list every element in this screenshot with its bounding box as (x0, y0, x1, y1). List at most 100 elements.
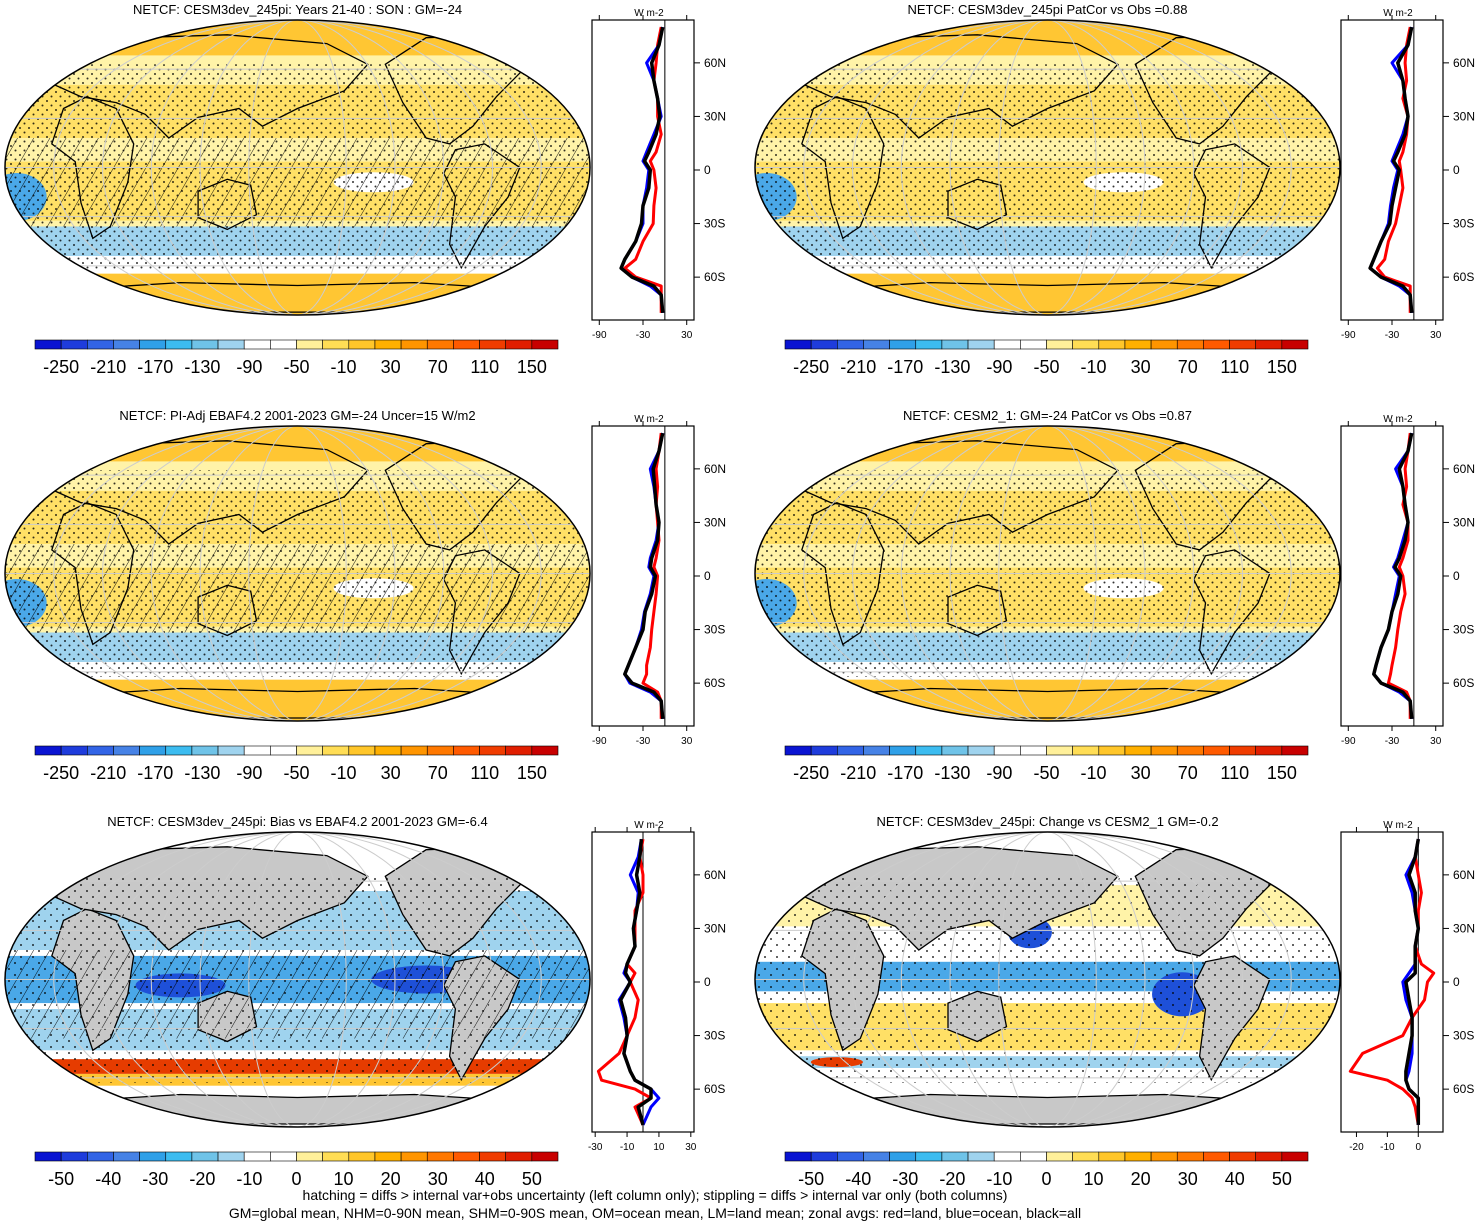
colorbar-tick-label: -210 (90, 763, 126, 783)
colorbar-tick-label: -30 (892, 1169, 918, 1189)
colorbar-swatch (941, 1151, 969, 1162)
colorbar-swatch (348, 339, 376, 350)
profile-y-tick-label: 30N (704, 921, 726, 935)
footnote-hatching: hatching = diffs > internal var+obs unce… (302, 1187, 1008, 1203)
colorbar-swatch (400, 745, 428, 756)
map-field (755, 426, 1340, 721)
colorbar-swatch (1124, 339, 1152, 350)
colorbar-swatch (374, 745, 402, 756)
continent-greenland (1257, 434, 1312, 466)
graticule (755, 20, 1340, 315)
panel-title: NETCF: CESM2_1: GM=-24 PatCor vs Obs =0.… (903, 408, 1192, 423)
colorbar-swatch (1020, 1151, 1047, 1162)
colorbar-tick-label: 10 (1084, 1169, 1104, 1189)
colorbar-swatch (941, 745, 969, 756)
colorbar-tick-label: 150 (1267, 763, 1297, 783)
colorbar-swatch (531, 745, 559, 756)
continent-greenland (1257, 28, 1312, 60)
colorbar-swatch (1098, 339, 1126, 350)
continent-greenland (1257, 840, 1312, 872)
colorbar-swatch (1176, 1151, 1204, 1162)
profile-y-tick-label: 30S (1453, 217, 1474, 231)
map-border (754, 425, 1341, 722)
colorbar-swatch (479, 745, 506, 756)
profile-y-tick-label: 30S (704, 1029, 725, 1043)
profile-y-tick-label: 60S (704, 1082, 725, 1096)
profile-x-tick-label: -30 (1385, 330, 1400, 341)
colorbar-swatch (322, 339, 350, 350)
map-border (4, 831, 591, 1128)
colorbar: -250 -210 -170 -130 -90 -50 -10 30 70 110 150 (784, 339, 1309, 377)
colorbar-tick-label: -30 (142, 1169, 168, 1189)
colorbar: -250 -210 -170 -130 -90 -50 -10 30 70 110 150 (34, 745, 559, 783)
profile-y-tick-label: 30S (704, 623, 725, 637)
profile-x-tick-label: 30 (681, 330, 693, 341)
colorbar-tick-label: 40 (475, 1169, 495, 1189)
colorbar-tick-label: 50 (1272, 1169, 1292, 1189)
colorbar-swatch (1124, 745, 1152, 756)
colorbar-tick-label: 150 (517, 357, 547, 377)
profile-line-all (623, 432, 665, 720)
panel-2: NETCF: CESM3dev_245pi PatCor vs Obs =0.8… (754, 2, 1475, 377)
zonal-profile: W m-2 -90 -30 30 60N 30N 0 30S 60S (1340, 8, 1475, 341)
graticule (755, 426, 1340, 721)
colorbar-swatch (863, 1151, 890, 1162)
profile-x-tick-label: 30 (1430, 330, 1442, 341)
colorbar-swatch (836, 745, 864, 756)
colorbar-swatch (453, 745, 480, 756)
colorbar-tick-label: -50 (48, 1169, 74, 1189)
profile-x-tick-label: 0 (1415, 1142, 1421, 1153)
colorbar-swatch (243, 745, 271, 756)
colorbar-swatch (810, 1151, 838, 1162)
profile-y-tick-label: 30S (704, 217, 725, 231)
colorbar-tick-label: 70 (428, 357, 448, 377)
colorbar-swatch (322, 1151, 350, 1162)
profile-x-tick-label: -20 (1349, 1142, 1364, 1153)
panel-6: NETCF: CESM3dev_245pi: Change vs CESM2_1… (754, 814, 1475, 1189)
profile-line-land (641, 432, 663, 719)
colorbar-tick-label: 30 (381, 763, 401, 783)
colorbar-swatch (139, 1151, 167, 1162)
colorbar-swatch (1020, 745, 1047, 756)
colorbar-swatch (113, 1151, 140, 1162)
colorbar-tick-label: 30 (381, 357, 401, 377)
profile-y-tick-label: 60N (704, 56, 726, 70)
colorbar-swatch (296, 1151, 323, 1162)
arctic-band (755, 20, 1340, 56)
colorbar: -50 -40 -30 -20 -10 0 10 20 30 40 50 (784, 1151, 1309, 1189)
colorbar-swatch (1203, 339, 1230, 350)
colorbar-swatch (1281, 745, 1309, 756)
colorbar-swatch (479, 1151, 506, 1162)
colorbar-swatch (1255, 339, 1283, 350)
colorbar-tick-label: -170 (887, 357, 923, 377)
antarctic-band (5, 273, 590, 315)
graticule (5, 832, 590, 1127)
zonal-profile: W m-2 -90 -30 30 60N 30N 0 30S 60S (591, 8, 726, 341)
colorbar-swatch (165, 1151, 193, 1162)
colorbar-tick-label: 30 (1131, 763, 1151, 783)
profile-line-land (596, 838, 653, 1126)
profile-units: W m-2 (1383, 414, 1413, 425)
colorbar-swatch (60, 339, 88, 350)
map-border (754, 831, 1341, 1128)
continent-greenland (507, 434, 562, 466)
colorbar-tick-label: 150 (1267, 357, 1297, 377)
colorbar-swatch (191, 1151, 219, 1162)
colorbar-tick-label: -50 (1033, 763, 1059, 783)
profile-y-tick-label: 60N (1453, 56, 1475, 70)
colorbar-swatch (836, 1151, 864, 1162)
profile-y-tick-label: 30N (1453, 109, 1475, 123)
profile-line-all (1372, 432, 1414, 720)
profile-x-tick-label: 30 (1430, 736, 1442, 747)
colorbar-tick-label: 50 (522, 1169, 542, 1189)
profile-units: W m-2 (634, 820, 664, 831)
colorbar-swatch (217, 745, 245, 756)
panel-title: NETCF: CESM3dev_245pi: Change vs CESM2_1… (876, 814, 1218, 829)
colorbar-swatch (165, 745, 193, 756)
colorbar-swatch (1046, 1151, 1073, 1162)
colorbar-tick-label: -130 (934, 357, 970, 377)
colorbar-tick-label: -170 (137, 357, 173, 377)
colorbar-swatch (1255, 745, 1283, 756)
profile-x-tick-label: 30 (681, 736, 693, 747)
colorbar-swatch (113, 745, 140, 756)
